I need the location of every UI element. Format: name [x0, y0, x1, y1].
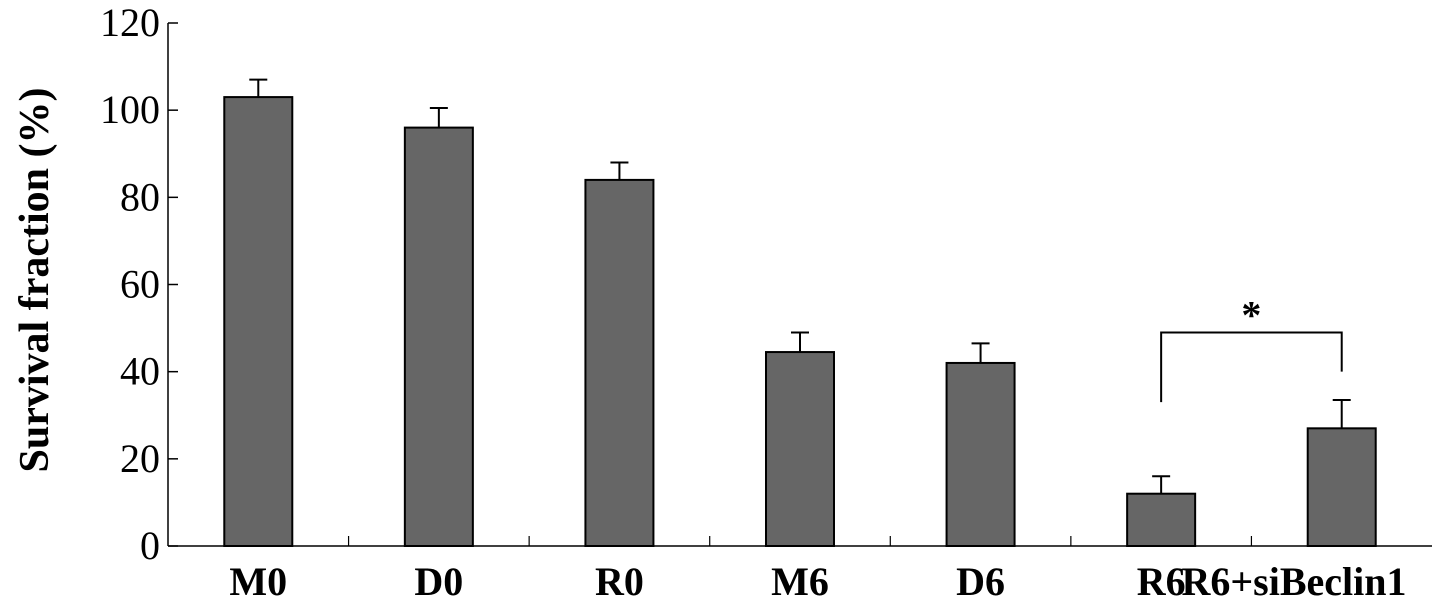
y-tick-label: 120 [100, 0, 160, 45]
error-bars [249, 78, 1351, 494]
annotations: * [1160, 292, 1343, 403]
y-tick-label: 40 [120, 349, 160, 394]
y-tick-label: 60 [120, 262, 160, 307]
significance-bracket [1160, 331, 1343, 403]
bar [1306, 427, 1377, 548]
y-tick-label: 100 [100, 87, 160, 132]
significance-label: * [1241, 292, 1261, 337]
bar [945, 361, 1016, 548]
x-tick-label: M6 [771, 559, 829, 604]
x-tick-label: R6 [1137, 559, 1186, 604]
x-tick-label: D6 [956, 559, 1005, 604]
x-tick-label: D0 [414, 559, 463, 604]
x-tick-label: M0 [229, 559, 287, 604]
bar [223, 96, 294, 547]
bar [403, 126, 474, 547]
y-axis-title: Survival fraction (%) [12, 88, 58, 473]
x-tick-label: R6+siBeclin1 [1181, 559, 1406, 604]
y-tick-label: 80 [120, 174, 160, 219]
bars [223, 96, 1377, 548]
bar [584, 178, 655, 547]
y-tick-label: 0 [140, 523, 160, 568]
bar [765, 351, 835, 547]
y-tick-labels: 0 20 40 60 80 100 120 [100, 0, 160, 568]
bar [1126, 492, 1197, 548]
x-tick-label: R0 [595, 559, 644, 604]
y-tick-label: 20 [120, 436, 160, 481]
